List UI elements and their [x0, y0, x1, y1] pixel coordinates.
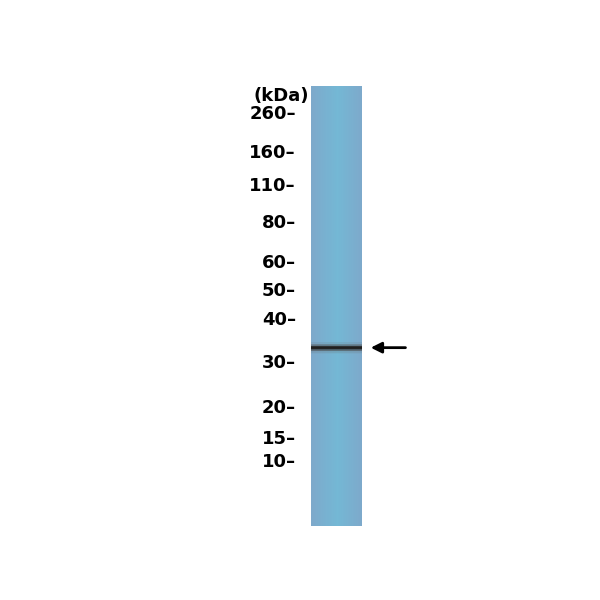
Text: 30–: 30–: [262, 354, 296, 372]
Bar: [323, 86, 325, 526]
Bar: [346, 86, 347, 526]
Bar: [350, 86, 352, 526]
Bar: [358, 86, 359, 526]
Text: 260–: 260–: [249, 106, 296, 124]
Bar: [313, 86, 314, 526]
Bar: [349, 86, 350, 526]
Bar: [357, 86, 358, 526]
Bar: [326, 86, 328, 526]
Bar: [353, 86, 354, 526]
Bar: [332, 86, 334, 526]
Bar: [316, 86, 317, 526]
Bar: [319, 86, 321, 526]
Text: 40–: 40–: [262, 311, 296, 329]
Bar: [350, 86, 351, 526]
Bar: [343, 86, 344, 526]
Bar: [317, 86, 319, 526]
Bar: [320, 86, 322, 526]
Bar: [322, 86, 324, 526]
Bar: [325, 86, 326, 526]
Bar: [314, 86, 316, 526]
Bar: [361, 86, 362, 526]
Bar: [319, 86, 320, 526]
Bar: [360, 86, 361, 526]
Bar: [338, 86, 339, 526]
Bar: [340, 86, 341, 526]
Text: 160–: 160–: [249, 144, 296, 162]
Text: 20–: 20–: [262, 400, 296, 418]
Text: 110–: 110–: [249, 177, 296, 195]
Bar: [335, 86, 337, 526]
Text: 60–: 60–: [262, 254, 296, 272]
Bar: [331, 86, 332, 526]
Bar: [335, 86, 336, 526]
Text: (kDa): (kDa): [254, 88, 309, 106]
Bar: [329, 86, 331, 526]
Bar: [344, 86, 346, 526]
Bar: [328, 86, 329, 526]
Bar: [352, 86, 353, 526]
Bar: [344, 86, 345, 526]
Bar: [347, 86, 348, 526]
Bar: [325, 86, 327, 526]
Bar: [334, 86, 335, 526]
Text: 15–: 15–: [262, 430, 296, 448]
Bar: [313, 86, 315, 526]
Bar: [359, 86, 360, 526]
Text: 10–: 10–: [262, 454, 296, 472]
Bar: [338, 86, 340, 526]
Bar: [329, 86, 330, 526]
Bar: [353, 86, 355, 526]
Bar: [347, 86, 349, 526]
Bar: [322, 86, 323, 526]
Bar: [341, 86, 343, 526]
Bar: [341, 86, 342, 526]
Bar: [337, 86, 338, 526]
Bar: [316, 86, 318, 526]
Bar: [332, 86, 333, 526]
Bar: [355, 86, 356, 526]
Bar: [356, 86, 357, 526]
Bar: [311, 86, 313, 526]
Bar: [311, 86, 362, 526]
Text: 80–: 80–: [262, 214, 296, 232]
Text: 50–: 50–: [262, 283, 296, 301]
